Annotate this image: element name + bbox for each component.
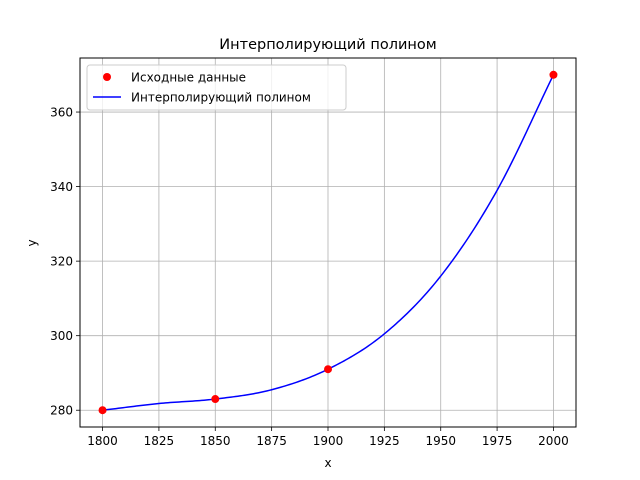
series-points-layer (98, 70, 558, 415)
legend-entry-data: Исходные данные (131, 71, 246, 85)
y-tick-label: 340 (50, 180, 73, 194)
y-tick-label: 280 (50, 404, 73, 418)
data-point (211, 395, 220, 404)
x-tick-label: 1900 (313, 434, 344, 448)
x-axis-label: x (324, 456, 331, 470)
legend: Исходные данные Интерполирующий полином (86, 64, 347, 111)
x-tick-label: 1800 (87, 434, 118, 448)
data-point (549, 70, 558, 79)
axis-ticks: 1800 1825 1850 1875 1900 1925 1950 1975 2000 280 3… (50, 106, 569, 448)
x-tick-label: 1950 (425, 434, 456, 448)
x-tick-label: 1850 (200, 434, 231, 448)
x-tick-label: 1875 (256, 434, 287, 448)
grid (80, 58, 576, 427)
y-axis-label: y (25, 239, 39, 246)
data-point (324, 365, 332, 374)
x-tick-label: 1975 (482, 434, 513, 448)
y-tick-label: 360 (50, 106, 73, 120)
x-tick-label: 1925 (369, 434, 400, 448)
legend-marker-scatter (103, 73, 111, 81)
data-point (98, 406, 107, 415)
y-tick-label: 320 (50, 255, 73, 269)
x-tick-label: 2000 (538, 434, 569, 448)
y-tick-label: 300 (50, 329, 73, 343)
x-tick-label: 1825 (144, 434, 175, 448)
chart-title: Интерполирующий полином (219, 37, 436, 53)
legend-box (86, 64, 347, 111)
legend-entry-polynomial: Интерполирующий полином (131, 91, 311, 105)
